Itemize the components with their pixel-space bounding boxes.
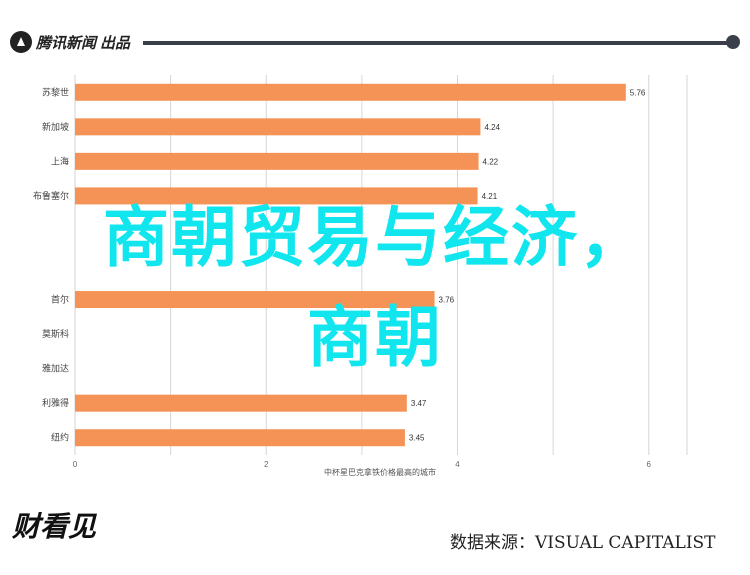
category-label: 上海 — [51, 155, 69, 167]
category-label: 纽约 — [51, 432, 69, 444]
x-tick-label: 4 — [455, 460, 460, 469]
bar — [75, 83, 626, 101]
bar-value-label: 4.22 — [483, 157, 499, 166]
category-label: 布鲁塞尔 — [33, 190, 69, 202]
bar-value-label: 4.21 — [482, 192, 498, 201]
bar-layer — [75, 83, 626, 447]
category-label: 利雅得 — [42, 397, 69, 409]
data-source: 数据来源：VISUAL CAPITALIST — [450, 533, 716, 553]
svg-text:财看见: 财看见 — [11, 510, 98, 543]
category-label: 苏黎世 — [42, 86, 69, 98]
logo-badge: 出品 — [100, 33, 131, 52]
grid-layer — [74, 75, 688, 455]
bar-value-label: 3.45 — [409, 434, 425, 443]
bar-chart: 0 2 4 6 苏黎世 5.76 新加坡 4.24 上海 4.22 布鲁塞尔 4.21 首尔 3.76 莫斯… — [33, 75, 688, 477]
bar-value-label: 4.24 — [484, 123, 500, 132]
bar — [75, 394, 407, 412]
header-divider — [143, 41, 733, 45]
bar-value-label: 5.76 — [630, 88, 646, 97]
bar — [75, 429, 405, 447]
tencent-news-logo: 腾讯新闻 出品 — [10, 31, 130, 53]
x-tick-label: 2 — [264, 460, 269, 469]
x-axis-label: 中杯星巴克拿铁价格最高的城市 — [324, 467, 436, 477]
category-label: 首尔 — [51, 294, 69, 306]
bar — [75, 187, 478, 205]
category-label: 雅加达 — [42, 363, 69, 375]
bar — [75, 291, 435, 309]
logo-icon — [10, 31, 32, 53]
bar-value-label: 3.47 — [411, 399, 427, 408]
logo-text: 腾讯新闻 — [36, 33, 97, 52]
label-layer: 0 2 4 6 苏黎世 5.76 新加坡 4.24 上海 4.22 布鲁塞尔 4.21 首尔 3.76 莫斯… — [33, 86, 652, 469]
x-tick-label: 0 — [73, 460, 78, 469]
brand-logo: 财看见 — [11, 510, 98, 543]
category-label: 新加坡 — [42, 121, 69, 133]
bar — [75, 152, 479, 170]
header: 腾讯新闻 出品 — [0, 0, 750, 80]
bar — [75, 118, 481, 136]
bar-value-label: 3.76 — [439, 296, 455, 305]
header-dot — [726, 35, 740, 49]
category-label: 莫斯科 — [42, 328, 69, 340]
overlay-title-line1: 商朝贸易与经济， — [103, 199, 647, 276]
overlay-title-line2: 商朝 — [307, 299, 443, 376]
x-tick-label: 6 — [647, 460, 652, 469]
